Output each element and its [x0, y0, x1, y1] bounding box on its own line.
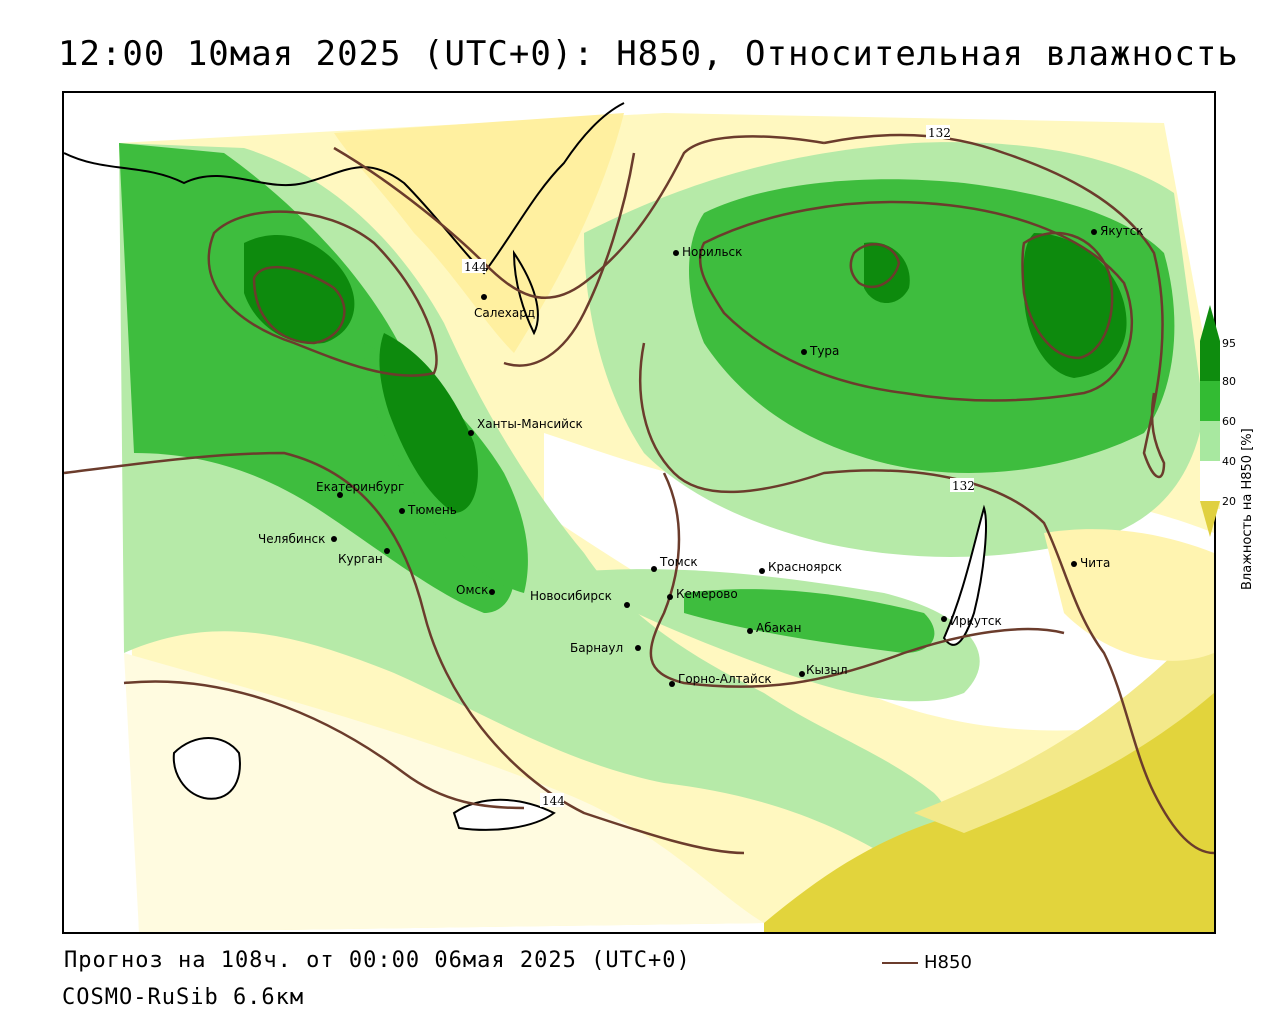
- contour-144-north: [333, 135, 825, 300]
- city-dot: [384, 548, 390, 554]
- city-label: Салехард: [474, 306, 535, 320]
- city-dot: [747, 628, 753, 634]
- city-label: Норильск: [682, 245, 742, 259]
- colorbar-title: Влажность на H850 [%]: [1240, 428, 1255, 590]
- city-label: Иркутск: [950, 614, 1002, 628]
- city-label: Курган: [338, 552, 383, 566]
- colorbar-tick: 95: [1222, 337, 1236, 350]
- dry-area-east: [1044, 529, 1214, 661]
- city-label: Горно-Алтайск: [678, 672, 772, 686]
- city-label: Кызыл: [806, 663, 848, 677]
- city-label: Барнаул: [570, 641, 623, 655]
- humidity-map: 132 144 132 144 Норильск Якутск Салехард…: [64, 102, 1214, 932]
- city-dot: [799, 671, 805, 677]
- legend-line-swatch: [882, 961, 918, 964]
- city-label: Томск: [659, 555, 698, 569]
- contour-132-north: [823, 133, 1166, 478]
- h850-contours: [64, 133, 1214, 855]
- city-label: Тура: [809, 344, 839, 358]
- humidity-95-core-1: [244, 234, 355, 344]
- city-dot: [635, 645, 641, 651]
- city-dot: [801, 349, 807, 355]
- contour-outer-west: [64, 451, 745, 855]
- city-label: Омск: [456, 583, 488, 597]
- contour-label-2: 144: [464, 260, 487, 274]
- forecast-info: Прогноз на 108ч. от 00:00 06мая 2025 (UT…: [64, 948, 691, 973]
- contour-east-core-1: [849, 243, 901, 289]
- contour-144-southwest: [123, 680, 525, 810]
- city-label: Тюмень: [407, 503, 457, 517]
- colorbar-tick: 40: [1222, 455, 1236, 468]
- city-dot: [468, 430, 474, 436]
- city-label: Абакан: [756, 621, 801, 635]
- city-label: Челябинск: [258, 532, 325, 546]
- dry-area-north: [334, 113, 624, 353]
- city-dot: [399, 508, 405, 514]
- contour-label-1: 132: [928, 126, 951, 140]
- map-title: 12:00 10мая 2025 (UTC+0): H850, Относите…: [58, 34, 1239, 74]
- contour-label-3: 132: [952, 479, 975, 493]
- city-label: Ханты-Мансийск: [477, 417, 583, 431]
- colorbar-swatches: [1200, 305, 1220, 537]
- city-label: Новосибирск: [530, 589, 612, 603]
- contour-144-west: [207, 210, 438, 377]
- city-dot: [1071, 561, 1077, 567]
- city-dot: [481, 294, 487, 300]
- model-name: COSMO-RuSib 6.6км: [62, 985, 305, 1010]
- city-label: Екатеринбург: [316, 480, 404, 494]
- contour-center: [503, 152, 636, 367]
- city-dot: [489, 589, 495, 595]
- contour-center-east: [639, 342, 1214, 855]
- city-label: Якутск: [1100, 224, 1144, 238]
- humidity-80-95-south: [684, 589, 935, 653]
- humidity-95-core-2: [379, 333, 478, 513]
- city-dot: [667, 594, 673, 600]
- city-dot: [669, 681, 675, 687]
- city-dot: [941, 616, 947, 622]
- sea-caspian: [172, 737, 241, 800]
- contour-legend: H850: [882, 952, 972, 973]
- city-label: Красноярск: [768, 560, 842, 574]
- colorbar-tick: 80: [1222, 375, 1236, 388]
- city-dot: [331, 536, 337, 542]
- city-dot: [759, 568, 765, 574]
- colorbar: 95 80 60 40 20: [1200, 305, 1260, 545]
- coastline-yamal: [512, 249, 539, 336]
- colorbar-tick: 20: [1222, 495, 1236, 508]
- dry-area-southeast: [764, 653, 1214, 932]
- map-panel: 132 144 132 144 Норильск Якутск Салехард…: [62, 91, 1216, 934]
- cities-layer: Норильск Якутск Салехард Тура Ханты-Манс…: [258, 224, 1144, 687]
- contour-center-south: [649, 472, 1065, 688]
- legend-label: H850: [924, 952, 972, 973]
- coastline-north: [64, 102, 625, 275]
- city-dot: [337, 492, 343, 498]
- sea-aral: [452, 798, 556, 831]
- contour-132-east: [698, 200, 1133, 402]
- city-label: Кемерово: [676, 587, 738, 601]
- colorbar-tick: 60: [1222, 415, 1236, 428]
- city-dot: [1091, 229, 1097, 235]
- city-dot: [673, 250, 679, 256]
- city-label: Чита: [1080, 556, 1110, 570]
- city-dot: [651, 566, 657, 572]
- contour-east-core-2: [1021, 231, 1114, 360]
- contour-label-4: 144: [542, 794, 565, 808]
- city-dot: [624, 602, 630, 608]
- neutral-zone-1: [124, 653, 764, 932]
- contour-132-west: [252, 265, 346, 345]
- dry-area-southeast-light: [914, 613, 1214, 833]
